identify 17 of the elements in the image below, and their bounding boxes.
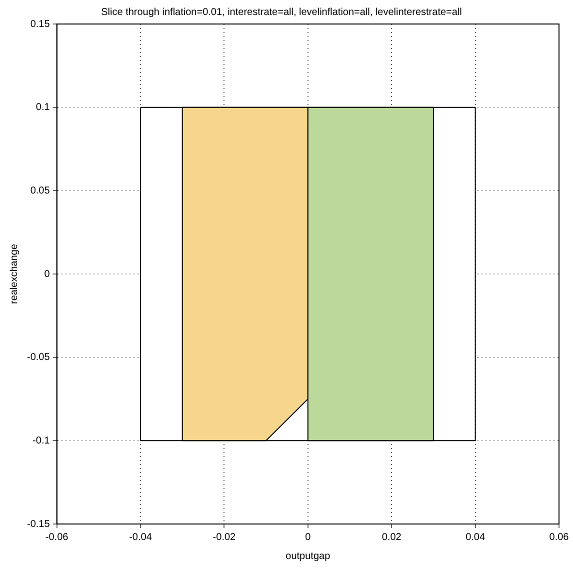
chart-title: Slice through inflation=0.01, interestrate=all, levelinflation=all, levelinterestrate=all — [101, 6, 462, 18]
y-tick-label: -0.05 — [26, 352, 50, 364]
y-tick-label: -0.15 — [26, 518, 50, 530]
y-tick-label: 0.15 — [30, 18, 50, 30]
x-axis-title: outputgap — [286, 550, 331, 562]
x-tick-label: 0.06 — [549, 532, 570, 543]
y-tick-label: 0.05 — [30, 185, 50, 196]
y-axis-title: realexchange — [8, 244, 20, 304]
x-tick-label: 0.04 — [466, 532, 486, 543]
x-tick-label: -0.04 — [129, 532, 152, 543]
x-tick-label: -0.02 — [212, 532, 236, 543]
x-tick-label: 0 — [305, 532, 312, 543]
x-tick-label: 0.02 — [382, 532, 402, 543]
y-tick-label: -0.1 — [32, 435, 50, 446]
y-tick-label: 0 — [44, 268, 50, 280]
y-tick-label: 0.1 — [36, 102, 50, 114]
x-tick-label: -0.06 — [45, 532, 69, 543]
